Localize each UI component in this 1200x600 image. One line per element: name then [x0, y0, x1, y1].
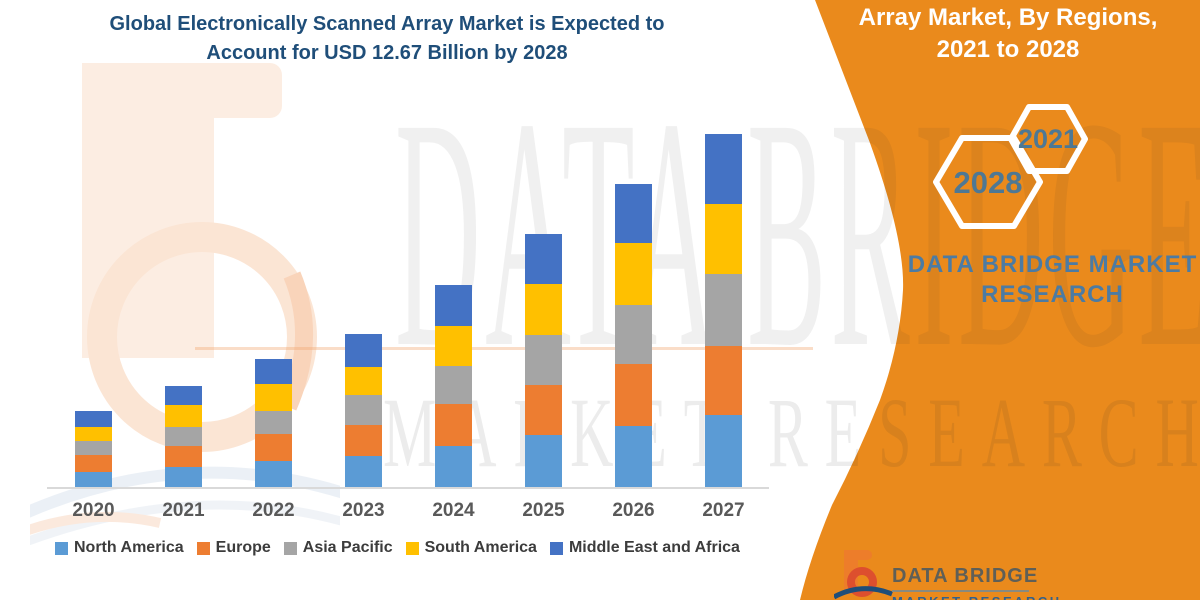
x-axis-label-2027: 2027 — [702, 500, 745, 521]
hexagon-year-2021: 2021 — [1017, 124, 1079, 154]
bar-segment-2020-south-america — [75, 427, 112, 441]
legend-item-south-america: South America — [405, 539, 537, 557]
bar-segment-2027-south-america — [705, 204, 742, 274]
data-bridge-b-watermark-logo — [30, 63, 340, 545]
bar-segment-2027-europe — [705, 346, 742, 415]
bar-segment-2023-asia-pacific — [345, 395, 382, 425]
footer-logo-underline — [892, 590, 1029, 592]
bar-segment-2026-europe — [615, 364, 652, 426]
brand-name-line-1: DATA BRIDGE MARKET — [907, 251, 1198, 278]
bar-segment-2021-europe — [165, 446, 202, 467]
watermark-accent-line — [195, 347, 813, 350]
brand-name: DATA BRIDGE MARKET RESEARCH — [895, 250, 1200, 310]
bar-segment-2020-europe — [75, 455, 112, 472]
bar-segment-2024-middle-east-and-africa — [435, 285, 472, 326]
legend-label: Asia Pacific — [302, 539, 393, 556]
bar-segment-2024-europe — [435, 404, 472, 446]
sidebar-heading-line-2: 2021 to 2028 — [936, 36, 1080, 63]
footer-logo-subtext: MARKET RESEARCH — [892, 594, 1062, 600]
chart-title-line-1: Global Electronically Scanned Array Mark… — [109, 13, 665, 35]
bar-segment-2026-asia-pacific — [615, 305, 652, 364]
data-bridge-logo-icon — [834, 550, 893, 600]
bar-segment-2027-middle-east-and-africa — [705, 134, 742, 204]
bar-segment-2023-north-america — [345, 456, 382, 487]
brand-name-line-2: RESEARCH — [981, 281, 1124, 308]
legend-swatch-icon — [55, 541, 68, 555]
x-axis-label-2026: 2026 — [612, 500, 655, 521]
legend-swatch-icon — [549, 541, 563, 555]
legend-item-middle-east-and-africa: Middle East and Africa — [549, 539, 740, 557]
bar-segment-2025-south-america — [525, 284, 562, 335]
bar-segment-2023-south-america — [345, 367, 382, 395]
bar-segment-2023-middle-east-and-africa — [345, 334, 382, 367]
bar-segment-2021-asia-pacific — [165, 427, 202, 446]
legend-swatch-icon — [283, 541, 297, 555]
bar-segment-2024-asia-pacific — [435, 366, 472, 404]
x-axis-label-2023: 2023 — [342, 500, 385, 521]
legend-item-north-america: North America — [55, 539, 184, 557]
hexagon-year-2028: 2028 — [953, 165, 1023, 200]
bar-segment-2024-south-america — [435, 326, 472, 366]
bar-segment-2027-asia-pacific — [705, 274, 742, 346]
footer-logo-name: DATA BRIDGE — [892, 565, 1039, 587]
bar-segment-2024-north-america — [435, 446, 472, 487]
bar-segment-2022-europe — [255, 434, 292, 461]
bar-segment-2021-north-america — [165, 467, 202, 487]
legend-item-europe: Europe — [196, 539, 271, 557]
bar-segment-2022-north-america — [255, 461, 292, 487]
sidebar-heading: Array Market, By Regions, 2021 to 2028 — [828, 2, 1188, 66]
bar-segment-2022-asia-pacific — [255, 411, 292, 434]
legend-swatch-icon — [196, 541, 210, 555]
x-axis-label-2024: 2024 — [432, 500, 475, 521]
hexagon-2021-outline — [1008, 104, 1088, 174]
legend-label: Middle East and Africa — [568, 539, 740, 556]
hexagon-decoration — [933, 104, 1088, 229]
bar-segment-2023-europe — [345, 425, 382, 456]
x-axis-label-2025: 2025 — [522, 500, 565, 521]
bar-segment-2025-europe — [525, 385, 562, 435]
x-axis-line — [47, 487, 769, 489]
bar-segment-2021-south-america — [165, 405, 202, 427]
legend-label: Europe — [215, 539, 271, 556]
bar-segment-2022-middle-east-and-africa — [255, 359, 292, 384]
bar-segment-2025-asia-pacific — [525, 335, 562, 385]
bar-segment-2027-north-america — [705, 415, 742, 487]
legend-label: South America — [424, 539, 537, 556]
bar-segment-2026-north-america — [615, 426, 652, 487]
chart-legend: North America Europe Asia Pacific South Ame… — [55, 539, 740, 557]
chart-title-line-2: Account for USD 12.67 Billion by 2028 — [206, 42, 568, 64]
x-axis-label-2022: 2022 — [252, 500, 295, 521]
legend-label: North America — [74, 539, 184, 556]
legend-item-asia-pacific: Asia Pacific — [283, 539, 393, 557]
bar-segment-2025-middle-east-and-africa — [525, 234, 562, 284]
hexagon-2028-outline — [933, 135, 1043, 229]
x-axis-label-2021: 2021 — [162, 500, 205, 521]
bar-segment-2021-middle-east-and-africa — [165, 386, 202, 405]
bar-segment-2020-asia-pacific — [75, 441, 112, 455]
bar-segment-2026-south-america — [615, 243, 652, 305]
x-axis-label-2020: 2020 — [72, 500, 115, 521]
bar-segment-2020-north-america — [75, 472, 112, 487]
sidebar-heading-line-1: Array Market, By Regions, — [858, 4, 1158, 31]
chart-title: Global Electronically Scanned Array Mark… — [62, 10, 712, 68]
bar-segment-2020-middle-east-and-africa — [75, 411, 112, 427]
bar-segment-2025-north-america — [525, 435, 562, 487]
bar-segment-2022-south-america — [255, 384, 292, 411]
legend-swatch-icon — [405, 541, 419, 555]
bar-segment-2026-middle-east-and-africa — [615, 184, 652, 243]
